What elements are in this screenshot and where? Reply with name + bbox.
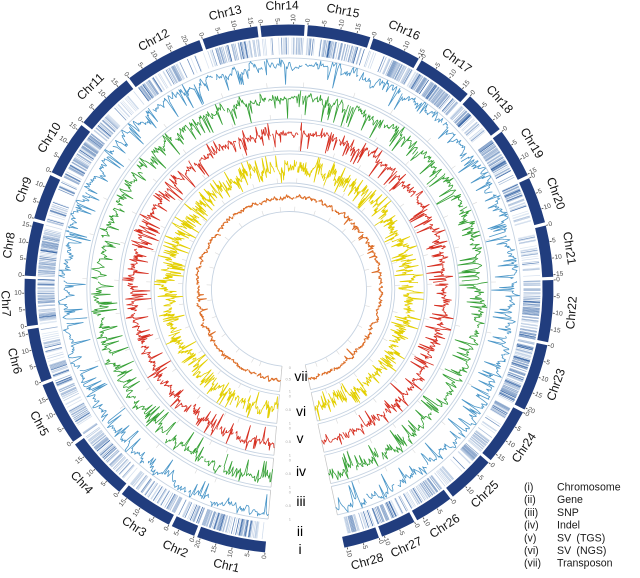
svg-text:0.5: 0.5	[285, 471, 291, 476]
svg-text:SV (TGS): SV (TGS)	[557, 532, 605, 544]
svg-text:10: 10	[554, 253, 562, 261]
svg-text:v: v	[297, 430, 304, 446]
svg-text:10: 10	[290, 14, 297, 22]
svg-text:0.5: 0.5	[285, 503, 291, 508]
svg-text:iv: iv	[296, 463, 306, 479]
svg-text:Chr14: Chr14	[265, 0, 299, 13]
svg-text:ii: ii	[297, 523, 303, 539]
svg-text:0.5: 0.5	[285, 439, 291, 444]
svg-text:5: 5	[556, 293, 560, 300]
svg-text:(v): (v)	[524, 532, 536, 544]
svg-text:10: 10	[555, 310, 563, 318]
svg-text:Chr22: Chr22	[563, 295, 580, 329]
svg-text:iii: iii	[296, 493, 305, 509]
svg-text:15: 15	[18, 331, 27, 339]
svg-text:0.5: 0.5	[285, 407, 291, 412]
svg-text:15: 15	[246, 17, 254, 26]
svg-text:SNP: SNP	[557, 507, 579, 519]
svg-text:SV (NGS): SV (NGS)	[557, 545, 606, 557]
svg-text:Chromosome: Chromosome	[557, 482, 621, 494]
svg-text:Indel: Indel	[557, 520, 580, 532]
svg-text:i: i	[298, 541, 301, 557]
svg-text:(iii): (iii)	[524, 507, 538, 519]
svg-text:10: 10	[14, 290, 22, 297]
svg-text:0: 0	[556, 276, 560, 283]
svg-text:(i): (i)	[524, 482, 533, 494]
svg-text:(iv): (iv)	[524, 520, 539, 532]
svg-text:vi: vi	[296, 403, 306, 419]
svg-text:(ii): (ii)	[524, 494, 536, 506]
svg-text:Gene: Gene	[557, 494, 583, 506]
svg-text:(vi): (vi)	[524, 545, 539, 557]
svg-text:Chr7: Chr7	[0, 290, 14, 317]
svg-text:5: 5	[273, 18, 280, 22]
svg-text:15: 15	[553, 327, 562, 335]
svg-text:0: 0	[18, 272, 22, 279]
svg-text:vii: vii	[294, 368, 307, 384]
svg-text:(vii): (vii)	[524, 558, 541, 570]
svg-text:0.5: 0.5	[285, 377, 291, 382]
svg-text:Transposon: Transposon	[557, 558, 613, 570]
